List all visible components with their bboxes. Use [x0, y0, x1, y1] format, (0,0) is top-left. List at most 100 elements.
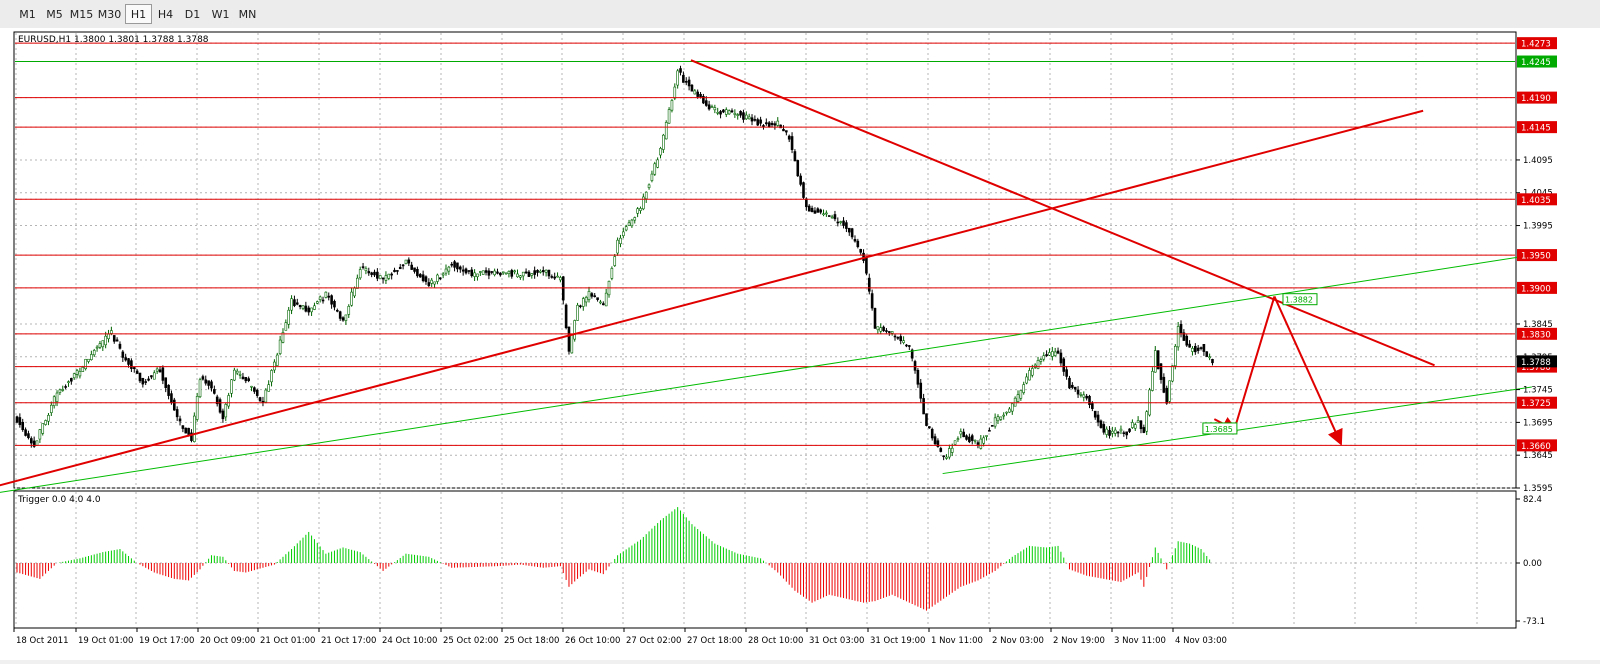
candle-body — [647, 184, 651, 188]
timeframe-h4-button[interactable]: H4 — [157, 8, 174, 21]
timeframe-d1-button[interactable]: D1 — [184, 8, 201, 21]
candle-body — [870, 293, 874, 309]
candle-body — [613, 256, 617, 266]
candle-body — [18, 417, 22, 426]
candle-body — [110, 330, 113, 334]
candle — [865, 256, 868, 276]
chart-area[interactable]: 1.38821.36851.40951.40451.39951.38451.37… — [0, 28, 1600, 660]
timeframe-m15-button[interactable]: M15 — [69, 8, 94, 21]
candle-body — [596, 297, 599, 300]
timeframe-mn-button[interactable]: MN — [238, 8, 257, 21]
candle — [378, 275, 382, 279]
candle-body — [35, 440, 39, 446]
candle-body — [253, 387, 256, 392]
candle — [333, 299, 336, 311]
candle — [1139, 420, 1143, 434]
candle — [822, 209, 825, 217]
oscillator-tick-label: 0.00 — [1523, 559, 1542, 569]
candle — [1188, 340, 1191, 348]
candle-body — [70, 378, 73, 382]
candle — [75, 368, 79, 379]
candle-body — [627, 222, 631, 226]
candle-body — [1019, 390, 1023, 399]
candle-body — [976, 442, 980, 445]
candle-body — [404, 259, 408, 264]
candle — [885, 328, 888, 334]
candle — [293, 295, 296, 308]
candle-body — [336, 309, 339, 312]
candle-body — [204, 379, 208, 384]
candle-body — [1179, 324, 1183, 334]
candle — [453, 259, 456, 272]
candle-body — [150, 375, 153, 378]
candle — [581, 296, 585, 311]
timeframe-m5-button[interactable]: M5 — [46, 8, 63, 21]
candle — [579, 304, 582, 309]
candle — [541, 266, 545, 276]
candle — [1185, 334, 1189, 347]
candle — [473, 269, 476, 281]
candle — [687, 76, 691, 91]
candle-body — [173, 399, 176, 411]
candle-body — [699, 94, 702, 97]
candle — [919, 378, 923, 403]
price-tick-label: 1.3645 — [1523, 451, 1553, 461]
candle — [224, 402, 228, 421]
candle-body — [499, 272, 502, 276]
timeframe-w1-button[interactable]: W1 — [211, 8, 230, 21]
candle-body — [850, 228, 854, 238]
candle-body — [15, 416, 19, 423]
timeframe-h1-button[interactable]: H1 — [125, 4, 152, 24]
chart-svg[interactable]: 1.38821.36851.40951.40451.39951.38451.37… — [0, 28, 1600, 660]
candle-body — [1059, 352, 1063, 364]
candle-body — [52, 396, 56, 406]
candle-body — [1096, 414, 1100, 423]
candle — [18, 413, 22, 428]
candle — [235, 368, 239, 376]
candle-body — [1108, 429, 1111, 436]
candle — [942, 455, 945, 461]
candle-body — [630, 219, 634, 227]
candle — [756, 117, 760, 127]
candle — [1208, 353, 1211, 361]
candle — [676, 68, 679, 89]
candle — [624, 224, 628, 232]
candle — [484, 267, 488, 276]
candle-body — [190, 432, 193, 441]
candle-body — [407, 259, 411, 264]
candle-body — [338, 311, 342, 319]
candle-body — [590, 293, 594, 297]
candle-body — [398, 266, 402, 270]
timeframe-m1-button[interactable]: M1 — [19, 8, 36, 21]
oscillator-tick-label: -73.1 — [1523, 617, 1545, 627]
candle — [739, 110, 742, 118]
candle-body — [899, 336, 903, 342]
candle — [21, 418, 25, 432]
candle-body — [1211, 359, 1214, 364]
candle — [376, 268, 379, 282]
candle — [41, 423, 45, 436]
candle — [879, 323, 883, 334]
timeframe-m30-button[interactable]: M30 — [97, 8, 122, 21]
candle — [32, 436, 36, 448]
candle — [1093, 410, 1097, 420]
candle — [1153, 346, 1157, 373]
candle-body — [979, 438, 983, 449]
candle-body — [29, 438, 33, 444]
candle — [1065, 365, 1068, 380]
candle-body — [195, 396, 199, 420]
candle-body — [221, 410, 225, 420]
candle-body — [135, 370, 139, 374]
level-price-tag — [1517, 193, 1557, 206]
candle — [1042, 352, 1046, 362]
candle-body — [867, 277, 871, 292]
candle — [882, 325, 885, 332]
candle-body — [44, 420, 47, 425]
candle — [195, 392, 199, 422]
candle — [670, 99, 674, 113]
candle — [461, 265, 465, 276]
candle-body — [773, 123, 777, 126]
candle-body — [201, 376, 205, 380]
candle — [990, 425, 994, 427]
candle — [1142, 424, 1146, 434]
